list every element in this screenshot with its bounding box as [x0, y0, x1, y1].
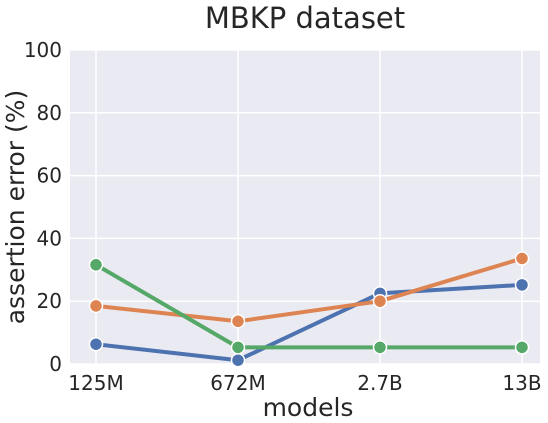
data-point [372, 293, 388, 309]
x-axis-label: models [263, 393, 354, 422]
x-tick-label: 672M [210, 371, 265, 395]
data-point [88, 257, 104, 273]
data-point [88, 298, 104, 314]
x-tick-label: 125M [68, 371, 123, 395]
x-tick-label: 13B [502, 371, 541, 395]
series-line-2 [94, 262, 524, 350]
data-point [514, 277, 530, 293]
chart-title: MBKP dataset [205, 1, 405, 35]
y-tick-label: 40 [37, 226, 62, 250]
series-lines [94, 256, 524, 363]
grid-lines [70, 49, 540, 365]
y-tick-labels: 0 20 40 60 80 100 [24, 38, 62, 376]
data-point [372, 340, 388, 355]
series-line-1 [94, 256, 524, 324]
y-tick-label: 0 [49, 352, 62, 376]
plot-background [70, 50, 540, 364]
series-line-0 [94, 282, 524, 363]
data-point [230, 340, 246, 355]
y-tick-label: 20 [37, 289, 62, 313]
y-tick-label: 60 [37, 164, 62, 188]
x-tick-labels: 125M 672M 2.7B 13B [68, 371, 541, 395]
data-point [514, 340, 530, 355]
y-axis-label: assertion error (%) [1, 90, 30, 325]
y-tick-label: 100 [24, 38, 62, 62]
series-points [88, 251, 530, 368]
data-point [514, 251, 530, 266]
data-point [230, 314, 246, 329]
data-point [230, 352, 246, 368]
y-tick-label: 80 [37, 101, 62, 125]
data-point [88, 336, 104, 352]
x-tick-label: 2.7B [357, 371, 403, 395]
